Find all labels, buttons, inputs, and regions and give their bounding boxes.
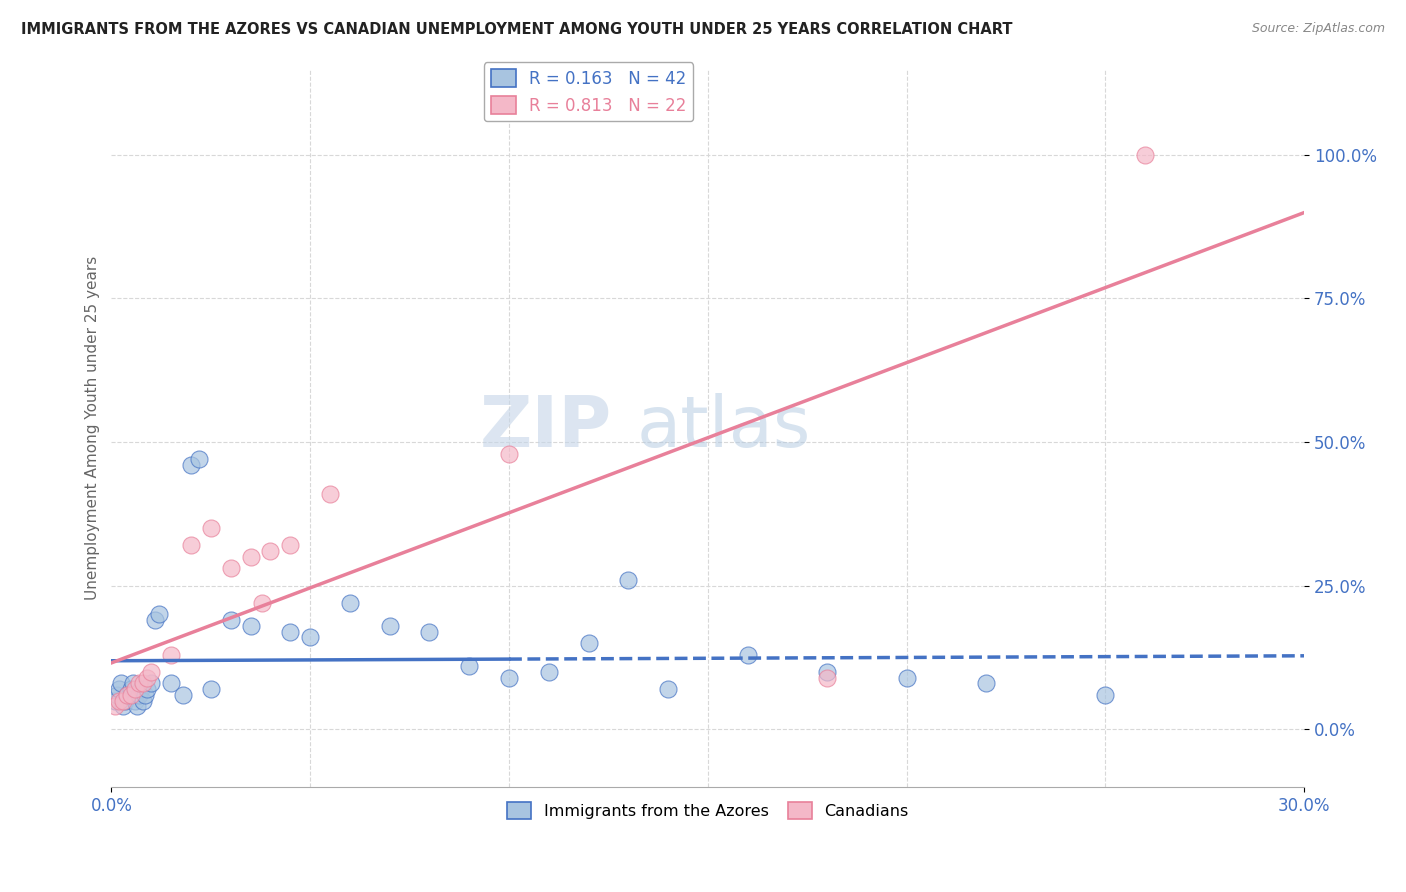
Point — [117, 688, 139, 702]
Point — [1133, 147, 1156, 161]
Point — [136, 671, 159, 685]
Point — [278, 624, 301, 639]
Point — [1094, 688, 1116, 702]
Point — [148, 607, 170, 622]
Point — [160, 648, 183, 662]
Point — [299, 631, 322, 645]
Point — [128, 688, 150, 702]
Point — [108, 693, 131, 707]
Point — [378, 619, 401, 633]
Point — [537, 665, 560, 679]
Point — [974, 676, 997, 690]
Point — [112, 699, 135, 714]
Point — [815, 665, 838, 679]
Point — [120, 682, 142, 697]
Point — [239, 549, 262, 564]
Point — [498, 446, 520, 460]
Point — [180, 458, 202, 472]
Point — [278, 539, 301, 553]
Point — [134, 688, 156, 702]
Point — [458, 659, 481, 673]
Point — [200, 521, 222, 535]
Point — [259, 544, 281, 558]
Point — [114, 693, 136, 707]
Point — [200, 682, 222, 697]
Point — [104, 699, 127, 714]
Point — [172, 688, 194, 702]
Point — [112, 693, 135, 707]
Text: ZIP: ZIP — [479, 393, 613, 462]
Point — [104, 693, 127, 707]
Point — [737, 648, 759, 662]
Text: atlas: atlas — [637, 393, 811, 462]
Point — [187, 452, 209, 467]
Point — [141, 676, 163, 690]
Point — [418, 624, 440, 639]
Point — [252, 596, 274, 610]
Point — [617, 573, 640, 587]
Point — [319, 487, 342, 501]
Point — [896, 671, 918, 685]
Text: IMMIGRANTS FROM THE AZORES VS CANADIAN UNEMPLOYMENT AMONG YOUTH UNDER 25 YEARS C: IMMIGRANTS FROM THE AZORES VS CANADIAN U… — [21, 22, 1012, 37]
Point — [239, 619, 262, 633]
Point — [124, 682, 146, 697]
Point — [132, 693, 155, 707]
Point — [124, 693, 146, 707]
Text: Source: ZipAtlas.com: Source: ZipAtlas.com — [1251, 22, 1385, 36]
Point — [127, 699, 149, 714]
Point — [129, 682, 152, 697]
Point — [122, 676, 145, 690]
Point — [143, 613, 166, 627]
Point — [141, 665, 163, 679]
Point — [578, 636, 600, 650]
Point — [180, 539, 202, 553]
Point — [815, 671, 838, 685]
Point — [128, 676, 150, 690]
Y-axis label: Unemployment Among Youth under 25 years: Unemployment Among Youth under 25 years — [86, 255, 100, 599]
Point — [219, 561, 242, 575]
Point — [160, 676, 183, 690]
Point — [110, 676, 132, 690]
Point — [339, 596, 361, 610]
Point — [657, 682, 679, 697]
Point — [498, 671, 520, 685]
Point — [136, 682, 159, 697]
Legend: Immigrants from the Azores, Canadians: Immigrants from the Azores, Canadians — [501, 796, 915, 825]
Point — [108, 682, 131, 697]
Point — [117, 688, 139, 702]
Point — [120, 688, 142, 702]
Point — [132, 676, 155, 690]
Point — [219, 613, 242, 627]
Point — [105, 688, 128, 702]
